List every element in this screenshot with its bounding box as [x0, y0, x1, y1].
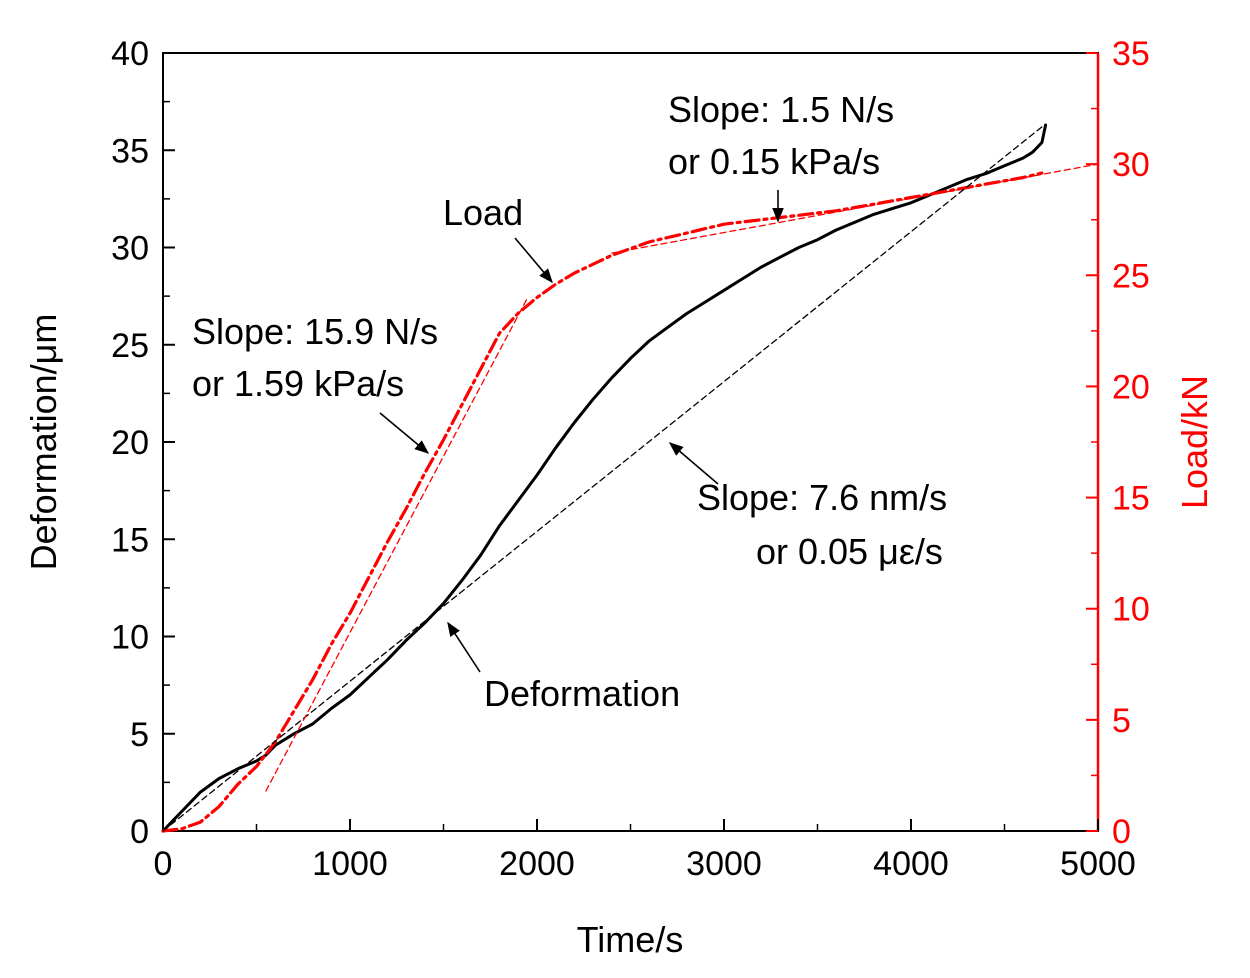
x-tick-label: 4000 — [873, 845, 949, 883]
x-axis-title: Time/s — [577, 919, 684, 960]
x-tick-label: 1000 — [312, 845, 388, 883]
arrow-load-label — [514, 237, 553, 284]
arrow-deformation-label — [447, 621, 481, 673]
annotation-deformation-label: Deformation — [484, 673, 680, 714]
y-left-tick-label: 25 — [111, 327, 149, 365]
y-left-tick-label: 30 — [111, 230, 149, 268]
y-left-tick-label: 40 — [111, 35, 149, 73]
y-left-axis-ticks: 0 5 10 15 20 25 30 35 40 — [111, 35, 175, 851]
x-tick-label: 3000 — [686, 845, 762, 883]
annotation-load-slope-high-line1: Slope: 15.9 N/s — [192, 311, 438, 352]
y-right-tick-label: 15 — [1112, 480, 1150, 518]
y-left-tick-label: 10 — [111, 619, 149, 657]
y-right-axis-title: Load/kN — [1174, 375, 1215, 509]
x-tick-label: 5000 — [1060, 845, 1136, 883]
series-line-load-fit-15-9-n-s — [265, 296, 529, 792]
y-right-tick-label: 30 — [1112, 146, 1150, 184]
series-layer — [161, 123, 1099, 833]
arrow-load-slope-high — [379, 412, 430, 454]
series-line-load — [161, 171, 1044, 833]
y-right-tick-label: 35 — [1112, 35, 1150, 73]
annotation-deformation-slope-line2: or 0.05 με/s — [756, 531, 943, 572]
annotation-load-slope-low-line1: Slope: 1.5 N/s — [668, 89, 894, 130]
y-left-axis-title: Deformation/μm — [23, 314, 64, 571]
x-tick-label: 0 — [154, 845, 173, 883]
y-right-tick-label: 5 — [1112, 702, 1131, 740]
annotation-deformation-slope-line1: Slope: 7.6 nm/s — [697, 477, 947, 518]
series-line-deformation — [161, 123, 1048, 833]
y-right-tick-label: 0 — [1112, 813, 1131, 851]
series-line-deformation-fit-7-6-nm-s — [162, 126, 1043, 832]
annotation-load-label: Load — [443, 192, 523, 233]
annotation-load-slope-low-line2: or 0.15 kPa/s — [668, 141, 880, 182]
series-line-load-fit-1-5-n-s — [611, 163, 1099, 254]
x-tick-label: 2000 — [499, 845, 575, 883]
y-right-tick-label: 25 — [1112, 257, 1150, 295]
y-left-tick-label: 0 — [130, 813, 149, 851]
y-right-tick-label: 20 — [1112, 368, 1150, 406]
y-left-tick-label: 35 — [111, 132, 149, 170]
y-left-tick-label: 20 — [111, 424, 149, 462]
plot-frame — [162, 52, 1099, 832]
y-left-tick-label: 5 — [130, 716, 149, 754]
y-right-tick-label: 10 — [1112, 591, 1150, 629]
x-axis-ticks: 0 1000 2000 3000 4000 5000 — [154, 819, 1136, 883]
y-left-tick-label: 15 — [111, 521, 149, 559]
arrow-deformation-slope — [668, 442, 719, 485]
y-right-axis-ticks: 0 5 10 15 20 25 30 35 — [1086, 35, 1150, 851]
annotation-load-slope-high-line2: or 1.59 kPa/s — [192, 363, 404, 404]
